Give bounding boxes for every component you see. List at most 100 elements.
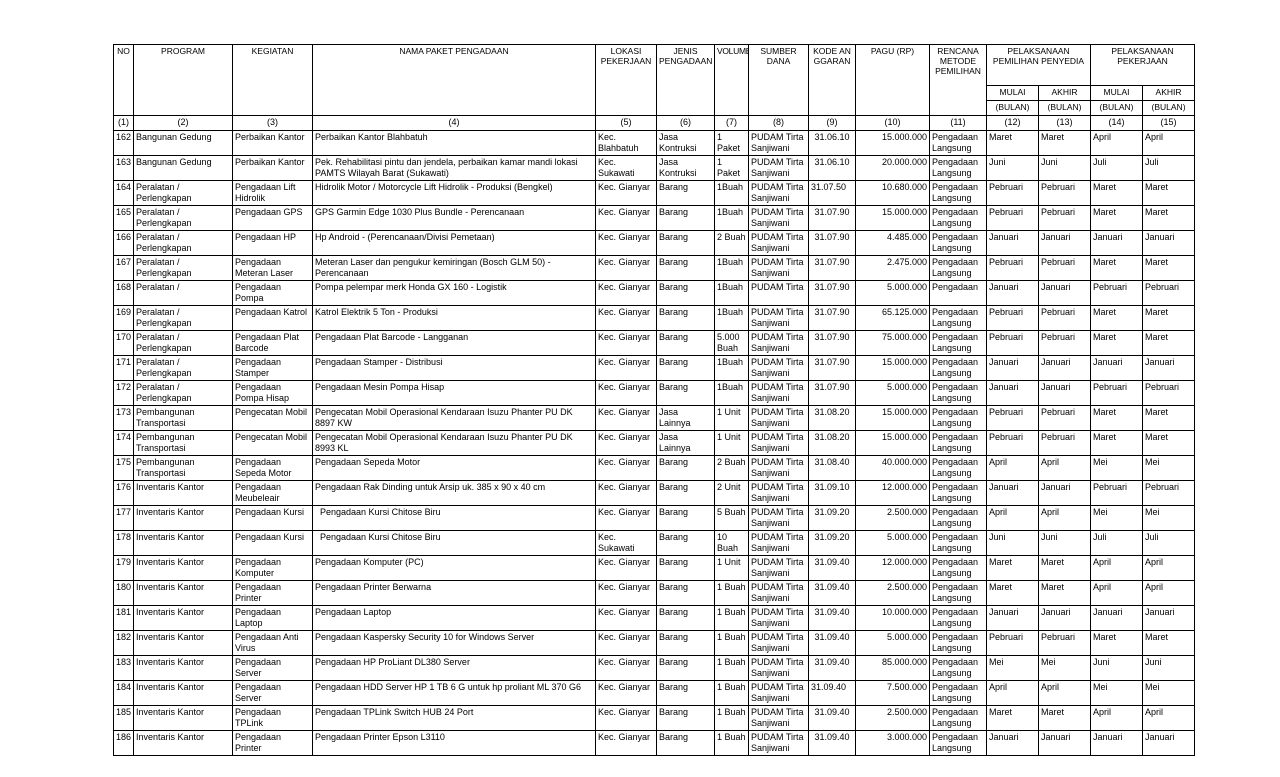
cell-jenis: Barang bbox=[656, 730, 715, 756]
cell-a2: Pebruari bbox=[1142, 280, 1196, 306]
cell-no: 166 bbox=[113, 230, 134, 256]
cell-pagu: 85.000.000 bbox=[855, 655, 930, 681]
header-pelaksanaan-pekerjaan: PELAKSANAAN PEKERJAAN bbox=[1090, 44, 1196, 86]
cell-kode: 31.07.90 bbox=[808, 330, 856, 356]
cell-a1: April bbox=[1037, 505, 1092, 531]
cell-kode: 31.09.40 bbox=[808, 705, 856, 731]
cell-volume: 2 Buah bbox=[714, 455, 749, 481]
col-number: (5) bbox=[595, 115, 657, 131]
cell-kode: 31.07.90 bbox=[808, 230, 856, 256]
cell-program: Inventaris Kantor bbox=[133, 630, 233, 656]
cell-metode: Pengadaan Langsung bbox=[929, 530, 987, 556]
header-bulan-1: (BULAN) bbox=[986, 100, 1039, 116]
cell-m2: Maret bbox=[1090, 255, 1144, 281]
cell-m1: Pebruari bbox=[986, 180, 1039, 206]
table-row: 166 Peralatan / Perlengkapan Pengadaan HP H… bbox=[113, 230, 1196, 256]
cell-metode: Pengadaan Langsung bbox=[929, 655, 987, 681]
cell-no: 171 bbox=[113, 355, 134, 381]
header-row-main: NO PROGRAM KEGIATAN NAMA PAKET PENGADAAN… bbox=[113, 44, 1196, 116]
cell-volume: 1Buah bbox=[714, 205, 749, 231]
cell-jenis: Barang bbox=[656, 630, 715, 656]
cell-program: Peralatan / Perlengkapan bbox=[133, 205, 233, 231]
table-row: 180 Inventaris Kantor Pengadaan Printer Pen… bbox=[113, 580, 1196, 606]
cell-a1: Pebruari bbox=[1037, 405, 1092, 431]
cell-m2: Pebruari bbox=[1090, 480, 1144, 506]
cell-lokasi: Kec. Gianyar bbox=[595, 205, 657, 231]
cell-m1: Januari bbox=[986, 380, 1039, 406]
cell-volume: 1 Buah bbox=[714, 705, 749, 731]
cell-metode: Pengadaan Langsung bbox=[929, 130, 987, 156]
cell-metode: Pengadaan Langsung bbox=[929, 605, 987, 631]
table-row: 165 Peralatan / Perlengkapan Pengadaan GPS… bbox=[113, 205, 1196, 231]
cell-pagu: 65.125.000 bbox=[855, 305, 930, 331]
cell-no: 177 bbox=[113, 505, 134, 531]
cell-m2: Januari bbox=[1090, 605, 1144, 631]
cell-m2: Pebruari bbox=[1090, 380, 1144, 406]
cell-volume: 1Buah bbox=[714, 305, 749, 331]
cell-sumber: PUDAM Tirta Sanjiwani bbox=[748, 380, 809, 406]
cell-pagu: 75.000.000 bbox=[855, 330, 930, 356]
cell-lokasi: Kec. Gianyar bbox=[595, 705, 657, 731]
cell-metode: Pengadaan Langsung bbox=[929, 255, 987, 281]
cell-jenis: Barang bbox=[656, 355, 715, 381]
cell-m1: Maret bbox=[986, 555, 1039, 581]
cell-kode: 31.07.50 bbox=[808, 180, 856, 206]
cell-sumber: PUDAM Tirta Sanjiwani bbox=[748, 205, 809, 231]
cell-kode: 31.09.20 bbox=[808, 530, 856, 556]
table-row: 170 Peralatan / Perlengkapan Pengadaan Pla… bbox=[113, 330, 1196, 356]
header-metode: RENCANA METODE PEMILIHAN bbox=[929, 44, 987, 116]
cell-kegiatan: Pengadaan TPLink bbox=[232, 705, 313, 731]
cell-metode: Pengadaan Langsung bbox=[929, 555, 987, 581]
cell-a2: Maret bbox=[1142, 180, 1196, 206]
cell-lokasi: Kec. Gianyar bbox=[595, 455, 657, 481]
cell-volume: 1 Unit bbox=[714, 430, 749, 456]
table-row: 164 Peralatan / Perlengkapan Pengadaan Lif… bbox=[113, 180, 1196, 206]
cell-no: 167 bbox=[113, 255, 134, 281]
cell-sumber: PUDAM Tirta Sanjiwani bbox=[748, 605, 809, 631]
cell-pagu: 2.475.000 bbox=[855, 255, 930, 281]
cell-volume: 1Buah bbox=[714, 355, 749, 381]
cell-a1: Pebruari bbox=[1037, 305, 1092, 331]
cell-kegiatan: Pengadaan Laptop bbox=[232, 605, 313, 631]
col-number: (15) bbox=[1142, 115, 1196, 131]
cell-no: 184 bbox=[113, 680, 134, 706]
cell-m1: Januari bbox=[986, 605, 1039, 631]
cell-sumber: PUDAM Tirta Sanjiwani bbox=[748, 580, 809, 606]
col-number: (1) bbox=[113, 115, 134, 131]
cell-nama: Pek. Rehabilitasi pintu dan jendela, per… bbox=[312, 155, 596, 181]
cell-kode: 31.09.40 bbox=[808, 655, 856, 681]
cell-kegiatan: Pengadaan Kursi bbox=[232, 530, 313, 556]
cell-metode: Pengadaan Langsung bbox=[929, 680, 987, 706]
cell-pagu: 10.000.000 bbox=[855, 605, 930, 631]
cell-kegiatan: Pengadaan Kursi bbox=[232, 505, 313, 531]
cell-lokasi: Kec. Gianyar bbox=[595, 555, 657, 581]
cell-jenis: Barang bbox=[656, 605, 715, 631]
col-number: (6) bbox=[656, 115, 715, 131]
cell-no: 174 bbox=[113, 430, 134, 456]
cell-m2: April bbox=[1090, 705, 1144, 731]
cell-lokasi: Kec. Gianyar bbox=[595, 230, 657, 256]
header-akhir-pekerjaan: AKHIR bbox=[1142, 85, 1196, 101]
cell-a2: Januari bbox=[1142, 730, 1196, 756]
header-akhir-pemilihan: AKHIR bbox=[1037, 85, 1092, 101]
header-kegiatan: KEGIATAN bbox=[232, 44, 313, 116]
cell-nama: Pengadaan Komputer (PC) bbox=[312, 555, 596, 581]
cell-no: 175 bbox=[113, 455, 134, 481]
table-row: 184 Inventaris Kantor Pengadaan Server Peng… bbox=[113, 680, 1196, 706]
cell-program: Inventaris Kantor bbox=[133, 730, 233, 756]
cell-sumber: PUDAM Tirta Sanjiwani bbox=[748, 505, 809, 531]
cell-jenis: Jasa Kontruksi bbox=[656, 130, 715, 156]
cell-metode: Pengadaan Langsung bbox=[929, 580, 987, 606]
cell-metode: Pengadaan Langsung bbox=[929, 480, 987, 506]
cell-m1: Juni bbox=[986, 155, 1039, 181]
cell-m1: April bbox=[986, 455, 1039, 481]
cell-a2: April bbox=[1142, 580, 1196, 606]
cell-a1: Januari bbox=[1037, 605, 1092, 631]
cell-lokasi: Kec. Gianyar bbox=[595, 655, 657, 681]
cell-kode: 31.08.20 bbox=[808, 405, 856, 431]
cell-metode: Pengadaan Langsung bbox=[929, 430, 987, 456]
col-number: (13) bbox=[1037, 115, 1092, 131]
cell-kegiatan: Pengadaan Meubeleair bbox=[232, 480, 313, 506]
cell-no: 181 bbox=[113, 605, 134, 631]
cell-jenis: Barang bbox=[656, 255, 715, 281]
